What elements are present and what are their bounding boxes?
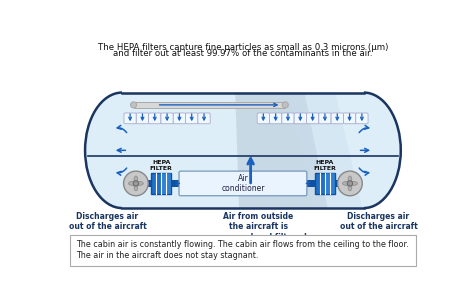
Ellipse shape bbox=[128, 181, 135, 185]
FancyBboxPatch shape bbox=[331, 113, 343, 124]
Ellipse shape bbox=[351, 181, 357, 185]
FancyBboxPatch shape bbox=[282, 113, 294, 124]
Bar bbox=[307, 180, 315, 187]
FancyBboxPatch shape bbox=[179, 171, 307, 196]
FancyBboxPatch shape bbox=[343, 113, 356, 124]
Text: Air
conditioner: Air conditioner bbox=[221, 174, 264, 193]
Circle shape bbox=[124, 171, 148, 196]
Ellipse shape bbox=[348, 176, 352, 183]
FancyBboxPatch shape bbox=[149, 113, 161, 124]
Bar bbox=[151, 173, 171, 194]
FancyBboxPatch shape bbox=[319, 113, 331, 124]
Text: Discharges air
out of the aircraft: Discharges air out of the aircraft bbox=[339, 212, 417, 231]
Ellipse shape bbox=[137, 181, 143, 185]
Ellipse shape bbox=[134, 176, 138, 183]
Bar bbox=[147, 180, 151, 187]
FancyBboxPatch shape bbox=[294, 113, 307, 124]
Text: The HEPA filters capture fine particles as small as 0.3 microns (μm): The HEPA filters capture fine particles … bbox=[98, 42, 388, 52]
Polygon shape bbox=[289, 93, 362, 208]
Bar bbox=[315, 173, 335, 194]
Circle shape bbox=[133, 181, 138, 186]
Ellipse shape bbox=[348, 184, 352, 191]
FancyBboxPatch shape bbox=[137, 113, 149, 124]
Ellipse shape bbox=[327, 93, 401, 208]
Bar bbox=[335, 180, 338, 187]
FancyBboxPatch shape bbox=[173, 113, 185, 124]
FancyBboxPatch shape bbox=[270, 113, 282, 124]
Text: Air from outside
the aircraft is
processed and filtered: Air from outside the aircraft is process… bbox=[210, 212, 307, 242]
FancyBboxPatch shape bbox=[122, 93, 364, 208]
Ellipse shape bbox=[130, 102, 137, 108]
Polygon shape bbox=[235, 93, 328, 208]
Bar bbox=[325, 173, 335, 194]
Bar bbox=[161, 173, 171, 194]
FancyBboxPatch shape bbox=[307, 113, 319, 124]
FancyBboxPatch shape bbox=[198, 113, 210, 124]
Ellipse shape bbox=[85, 93, 159, 208]
FancyBboxPatch shape bbox=[124, 113, 137, 124]
FancyBboxPatch shape bbox=[356, 113, 368, 124]
Text: HEPA
FILTER: HEPA FILTER bbox=[150, 160, 173, 171]
Ellipse shape bbox=[343, 181, 349, 185]
Text: Discharges air
out of the aircraft: Discharges air out of the aircraft bbox=[69, 212, 146, 231]
FancyBboxPatch shape bbox=[70, 235, 416, 266]
Bar bbox=[171, 180, 179, 187]
FancyBboxPatch shape bbox=[185, 113, 198, 124]
Circle shape bbox=[337, 171, 362, 196]
Ellipse shape bbox=[134, 184, 138, 191]
Circle shape bbox=[347, 181, 353, 186]
Bar bbox=[134, 102, 285, 108]
Text: The cabin air is constantly flowing. The cabin air flows from the ceiling to the: The cabin air is constantly flowing. The… bbox=[76, 240, 409, 260]
FancyBboxPatch shape bbox=[257, 113, 270, 124]
Text: and filter out at least 99.97% of the contaminants in the air.: and filter out at least 99.97% of the co… bbox=[113, 49, 373, 58]
Ellipse shape bbox=[282, 102, 288, 108]
FancyBboxPatch shape bbox=[161, 113, 173, 124]
Text: HEPA
FILTER: HEPA FILTER bbox=[313, 160, 336, 171]
